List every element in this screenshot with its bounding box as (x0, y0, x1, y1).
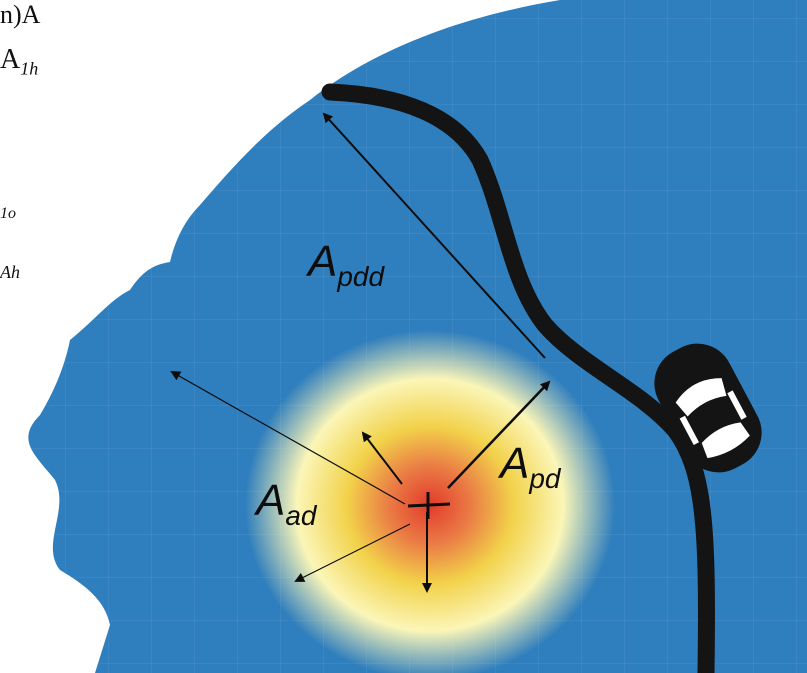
arrow-ad-left (170, 371, 406, 505)
label-a-pd: Apd (497, 439, 562, 494)
label-a-ad: Aad (253, 476, 318, 531)
crosshair-icon (407, 492, 451, 519)
formula-fragment-4: Ah (0, 262, 20, 282)
arrow-up (361, 431, 403, 485)
label-a-pdd: Apdd (305, 237, 386, 292)
arrow-ad-down (294, 523, 411, 582)
formula-fragment-1: n)A (0, 0, 41, 29)
formula-fragment-3: 1o (0, 205, 16, 222)
arrow-pd (447, 380, 551, 489)
road (321, 83, 715, 673)
formula-fragment-2: A1h (0, 44, 39, 79)
gaze-arrows (170, 112, 551, 593)
car-top-view-icon (654, 343, 762, 473)
arrow-pdd (322, 112, 546, 359)
